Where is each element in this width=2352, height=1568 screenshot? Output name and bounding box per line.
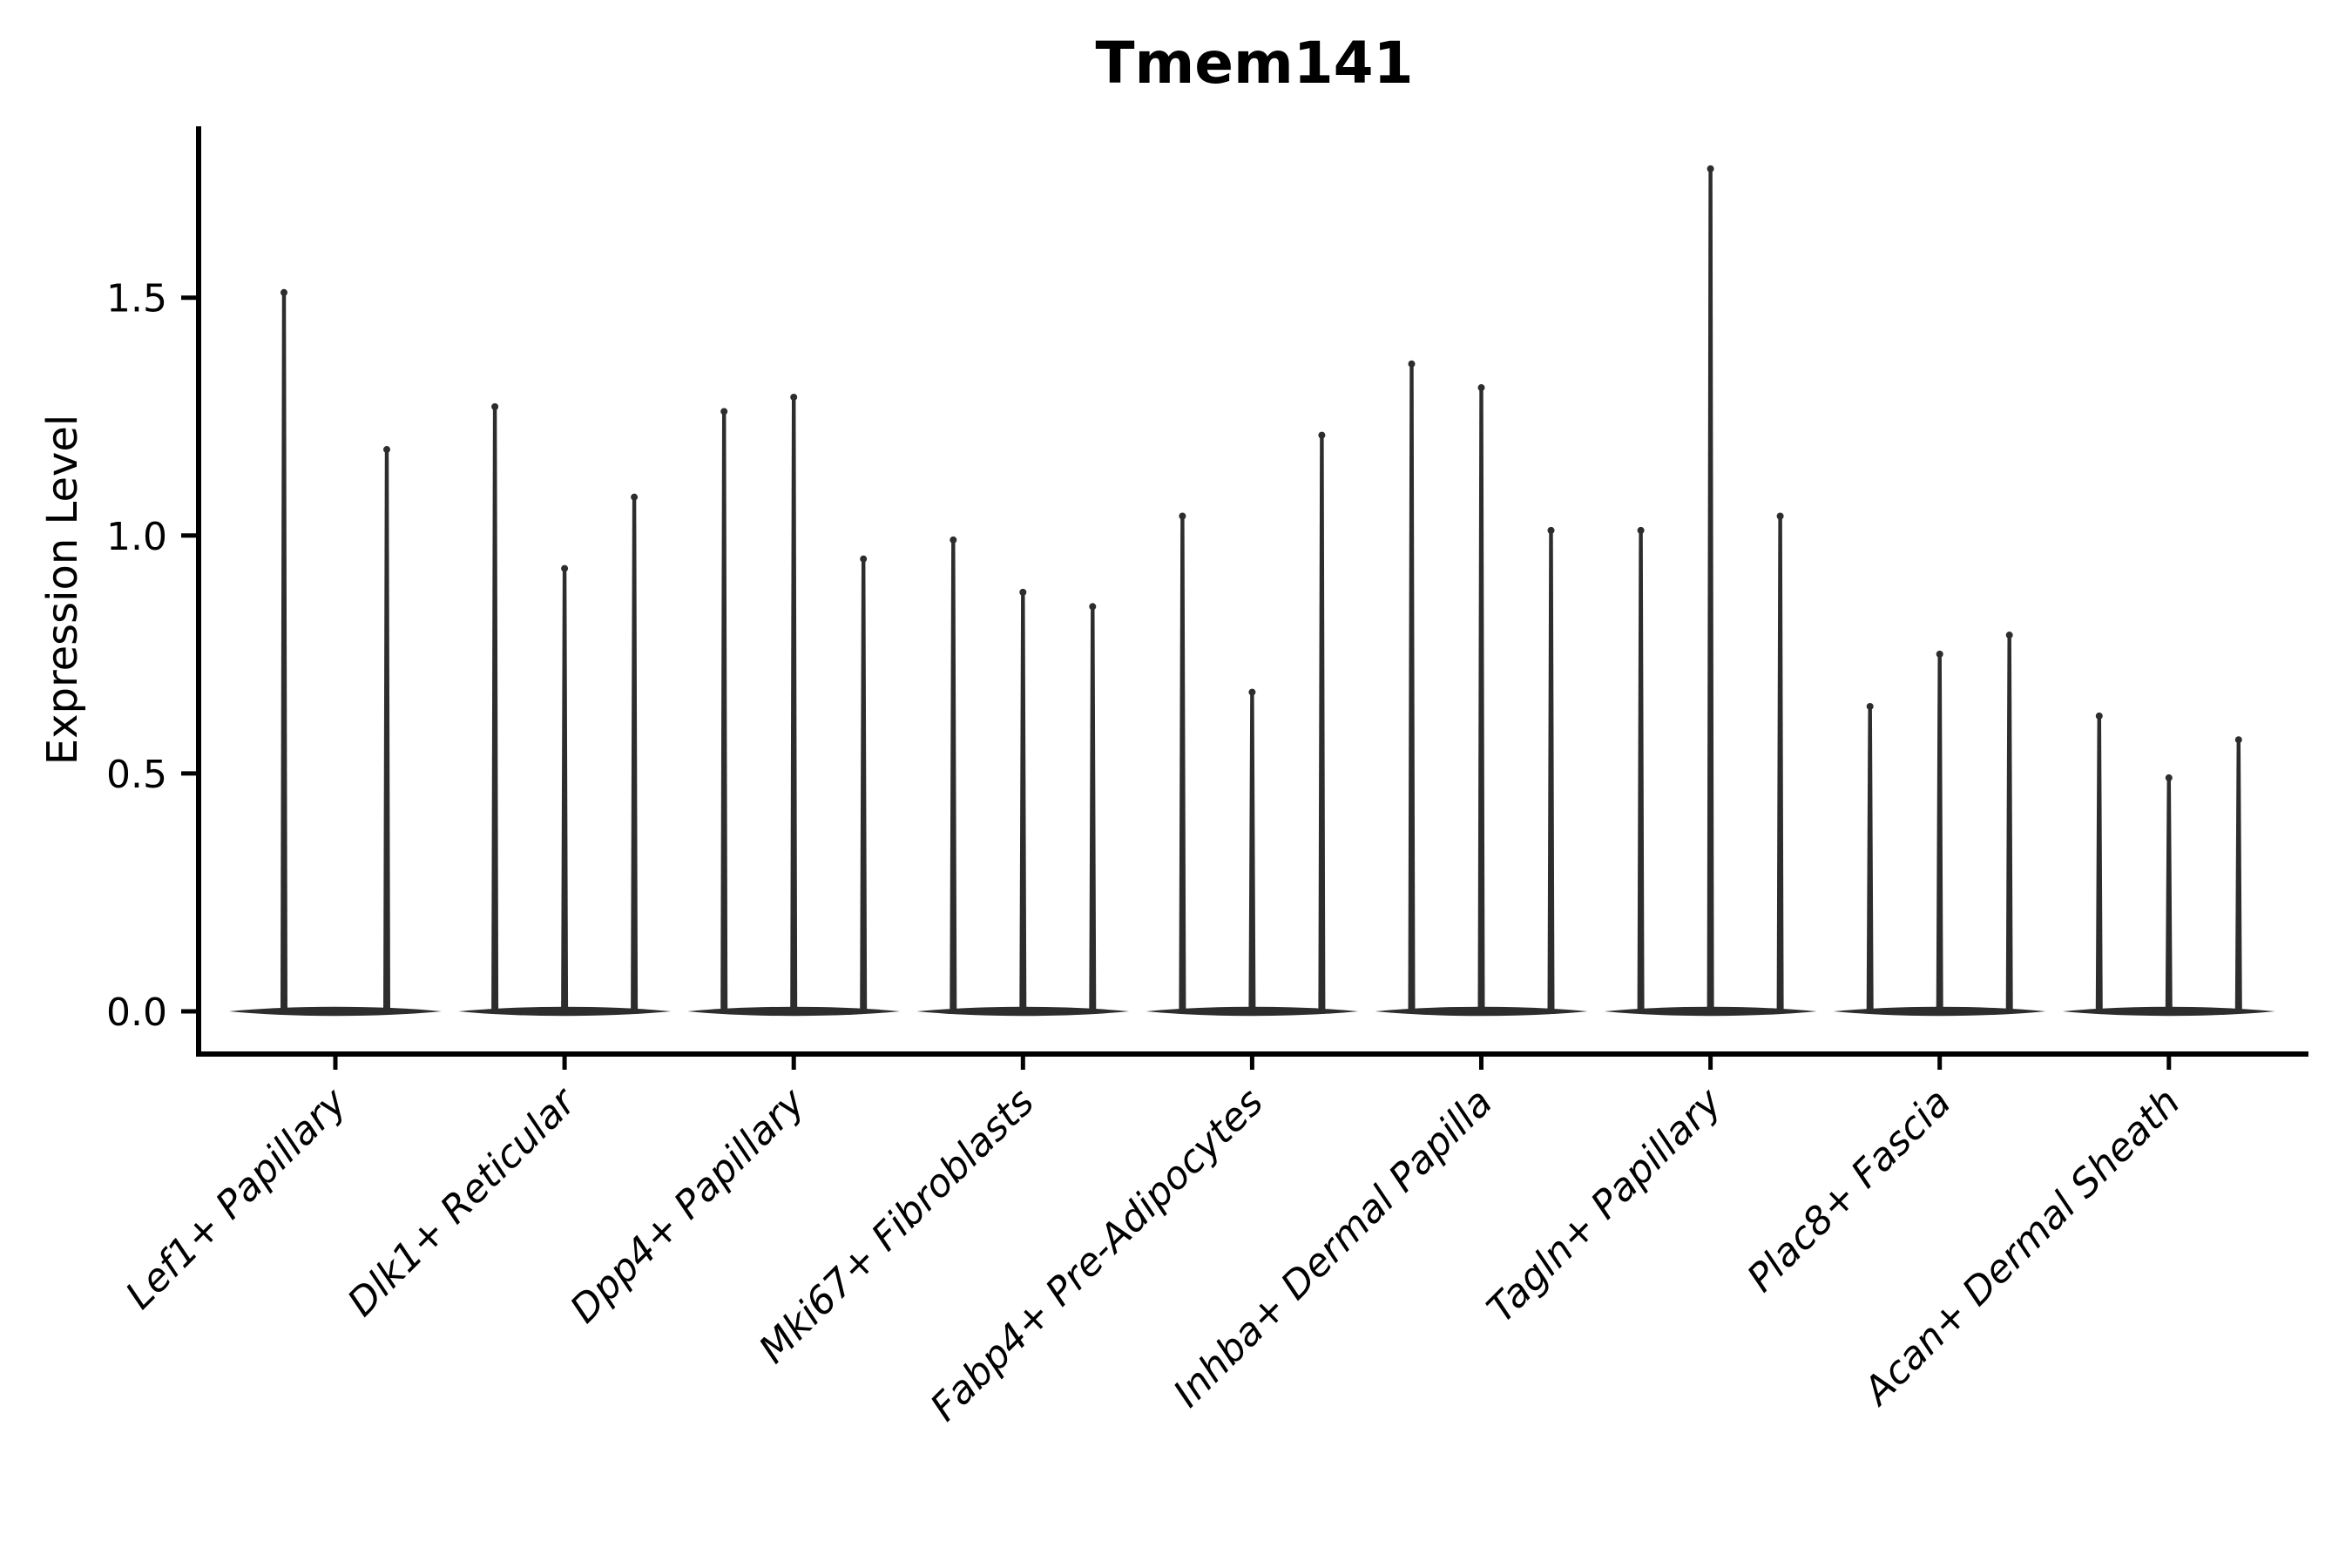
violin-spike-tip bbox=[2095, 712, 2103, 720]
violin-spike bbox=[1866, 703, 1874, 1011]
violin-spike bbox=[1408, 361, 1416, 1011]
violin-spike-tip bbox=[2234, 736, 2242, 744]
violin-spike-tip bbox=[1408, 360, 1416, 368]
violin-spike-tip bbox=[790, 393, 798, 401]
violin-spike bbox=[1547, 527, 1555, 1011]
violin-spike bbox=[1477, 384, 1485, 1011]
x-axis-label: Plac8+ Fascia bbox=[1739, 1080, 1959, 1301]
y-tick-label: 0.0 bbox=[106, 990, 167, 1035]
violin-spike-tip bbox=[1707, 165, 1714, 172]
violin-spike-tip bbox=[631, 493, 639, 501]
violin-spike bbox=[1936, 651, 1943, 1011]
violin-spike bbox=[1707, 166, 1714, 1011]
violin-spike-tip bbox=[1637, 526, 1645, 534]
violin-spike-tip bbox=[280, 288, 287, 296]
x-axis-label: Tagln+ Papillary bbox=[1479, 1079, 1731, 1331]
violin-spike-tip bbox=[720, 408, 728, 416]
y-tick-label: 1.0 bbox=[106, 515, 167, 559]
violin-spike bbox=[1318, 432, 1326, 1011]
violin-spike bbox=[790, 394, 798, 1011]
violin-spike bbox=[1179, 512, 1186, 1011]
x-axis-label: Lef1+ Papillary bbox=[118, 1079, 356, 1318]
violin-spike-tip bbox=[491, 402, 499, 410]
violin-spike-tip bbox=[1866, 702, 1874, 710]
violin-spike bbox=[1248, 689, 1256, 1011]
violin-spike bbox=[383, 446, 390, 1011]
violin-spike bbox=[2234, 736, 2242, 1011]
violin-spike bbox=[950, 537, 957, 1011]
violin-spike-tip bbox=[860, 555, 868, 563]
x-axis-label: Dpp4+ Papillary bbox=[562, 1079, 814, 1332]
violin-spike-tip bbox=[1019, 588, 1027, 596]
violin-spike bbox=[1776, 512, 1784, 1011]
violin-spike bbox=[561, 565, 569, 1011]
violin-spike-tip bbox=[383, 446, 390, 454]
violin-base bbox=[229, 1006, 442, 1017]
y-tick-label: 0.5 bbox=[106, 753, 167, 797]
violin-spike-tip bbox=[2005, 632, 2013, 639]
violin-spike-tip bbox=[1318, 431, 1326, 439]
violin-spike-tip bbox=[950, 536, 957, 544]
violin-spike bbox=[2005, 632, 2013, 1011]
violin-spike-tip bbox=[1248, 688, 1256, 696]
violin-spike bbox=[860, 556, 868, 1011]
violin-spike-tip bbox=[1776, 512, 1784, 520]
violin-spike bbox=[491, 403, 499, 1011]
violin-spike bbox=[720, 408, 728, 1011]
violin-spike bbox=[280, 289, 287, 1011]
violin-spike-tip bbox=[1936, 650, 1943, 658]
x-axis-label: Dlk1+ Reticular bbox=[340, 1078, 586, 1325]
violin-spike bbox=[2095, 713, 2103, 1011]
violin-spike bbox=[1089, 603, 1097, 1011]
violin-spike bbox=[1637, 527, 1645, 1011]
violin-spike bbox=[1019, 589, 1027, 1011]
violin-spike-tip bbox=[1547, 526, 1555, 534]
y-tick-label: 1.5 bbox=[106, 277, 167, 321]
violins-layer bbox=[229, 165, 2275, 1017]
violin-spike-tip bbox=[2165, 774, 2173, 781]
y-axis-label: Expression Level bbox=[38, 415, 87, 766]
violin-spike-tip bbox=[1179, 512, 1186, 520]
chart-title: Tmem141 bbox=[1095, 30, 1413, 97]
violin-spike-tip bbox=[1477, 384, 1485, 392]
violin-spike-tip bbox=[1089, 603, 1097, 611]
violin-spike bbox=[631, 494, 639, 1011]
violin-spike-tip bbox=[561, 564, 569, 572]
violin-spike bbox=[2165, 774, 2173, 1011]
